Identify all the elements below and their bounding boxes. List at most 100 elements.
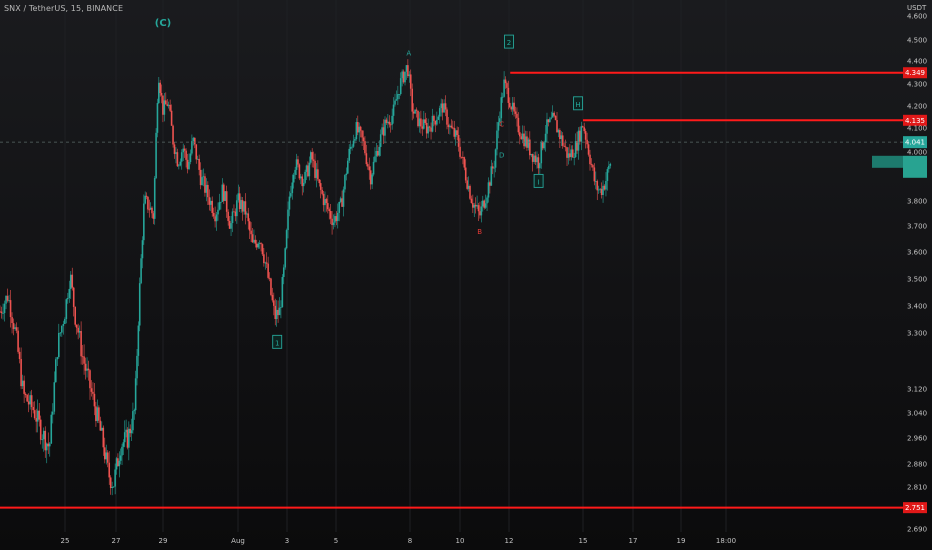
candle-body-347 (499, 118, 501, 123)
candle-body-176 (254, 239, 257, 244)
candle-body-105 (152, 213, 155, 219)
candle-body-366 (526, 136, 528, 148)
candle-body-410 (589, 154, 591, 165)
candle-body-135 (195, 144, 198, 160)
candle-body-214 (308, 162, 311, 177)
candle-body-316 (454, 130, 457, 137)
candle-body-247 (355, 122, 358, 140)
candle-body-271 (389, 124, 392, 126)
candle-body-362 (520, 136, 523, 140)
candle-body-86 (126, 429, 129, 448)
candle-body-228 (328, 209, 331, 212)
price-tick-13: 3.120 (907, 386, 927, 394)
candle-body-312 (449, 125, 451, 128)
candle-body-260 (374, 156, 376, 162)
current-price-label: 4.041 (905, 139, 925, 147)
candle-body-269 (387, 121, 389, 123)
candle-body-294 (423, 119, 425, 129)
candle-body-118 (170, 110, 173, 126)
time-tick-2: 29 (159, 537, 168, 545)
candle-body-69 (102, 427, 105, 448)
candle-body-332 (477, 205, 480, 212)
wave-label-3: H (575, 101, 580, 109)
candle-body-164 (237, 193, 240, 201)
time-tick-6: 8 (408, 537, 412, 545)
candle-body-108 (156, 103, 159, 133)
candle-body-2 (2, 313, 4, 314)
level-price-label-1: 4.135 (905, 117, 925, 125)
candle-body-328 (472, 203, 474, 208)
candle-body-79 (117, 458, 119, 467)
candle-body-168 (243, 201, 245, 212)
candle-body-244 (351, 146, 353, 148)
candle-body-364 (523, 133, 525, 147)
candle-body-18 (26, 395, 28, 402)
candle-body-96 (140, 258, 142, 284)
candle-body-387 (556, 120, 558, 133)
price-tick-14: 3.040 (907, 410, 927, 418)
candle-body-296 (425, 122, 428, 134)
price-tick-0: 4.600 (907, 13, 927, 21)
candle-body-408 (586, 139, 588, 145)
candle-body-60 (89, 370, 91, 389)
candle-body-123 (178, 165, 180, 167)
candle-body-424 (609, 163, 612, 166)
candle-body-398 (571, 149, 574, 158)
candle-body-179 (258, 243, 261, 244)
candle-body-277 (398, 94, 401, 95)
horizontal-levels[interactable]: 4.349 4.135 2.751 4.041 (0, 67, 927, 514)
candle-body-73 (108, 462, 111, 478)
candle-body-390 (560, 135, 563, 140)
candle-body-27 (39, 419, 42, 440)
candle-body-292 (420, 118, 422, 127)
candle-body-315 (453, 127, 456, 137)
candle-body-65 (96, 407, 99, 422)
candle-body-170 (246, 213, 248, 215)
candle-body-404 (580, 126, 583, 142)
candle-body-329 (473, 204, 476, 208)
candle-body-334 (480, 206, 483, 216)
candle-body-81 (119, 455, 122, 461)
candle-body-415 (596, 181, 599, 191)
candle-body-291 (418, 118, 421, 127)
time-axis[interactable]: 25 27 29 Aug 3 5 8 10 12 15 17 19 18:00 (61, 537, 737, 545)
price-tick-15: 2.960 (907, 435, 927, 443)
candle-body-295 (424, 119, 427, 123)
candle-body-74 (109, 477, 112, 488)
candle-body-235 (338, 201, 341, 213)
time-tick-11: 19 (677, 537, 686, 545)
candle-body-46 (68, 288, 71, 298)
price-axis[interactable]: 4.600 4.500 4.400 4.300 4.200 4.100 4.000 3.800… (907, 13, 927, 534)
candle-body-98 (143, 203, 145, 241)
candle-body-348 (500, 97, 503, 119)
candle-body-370 (531, 153, 534, 162)
candle-body-380 (546, 119, 548, 134)
candle-body-20 (29, 395, 31, 405)
price-tick-3: 4.300 (907, 81, 927, 89)
candle-body-242 (348, 148, 351, 161)
candle-body-166 (240, 200, 242, 210)
candle-body-377 (541, 141, 544, 149)
candle-body-281 (404, 71, 406, 83)
candle-body-346 (497, 122, 500, 131)
candle-body-349 (501, 96, 504, 98)
candle-body-275 (395, 99, 398, 101)
candle-body-88 (129, 428, 131, 434)
candle-body-155 (224, 191, 227, 201)
candle-body-38 (56, 357, 59, 360)
candle-body-237 (341, 198, 343, 207)
candle-body-243 (349, 147, 352, 149)
candle-body-385 (553, 112, 555, 116)
candle-body-345 (496, 130, 498, 150)
candle-body-153 (221, 184, 224, 202)
wave-label-4: D (499, 151, 504, 159)
candle-body-188 (271, 294, 274, 301)
candle-body-169 (244, 201, 247, 215)
candle-body-405 (581, 126, 584, 128)
candle-body-13 (18, 351, 21, 359)
candle-body-255 (367, 164, 369, 167)
candle-body-250 (359, 126, 362, 131)
candle-body-104 (151, 207, 153, 214)
